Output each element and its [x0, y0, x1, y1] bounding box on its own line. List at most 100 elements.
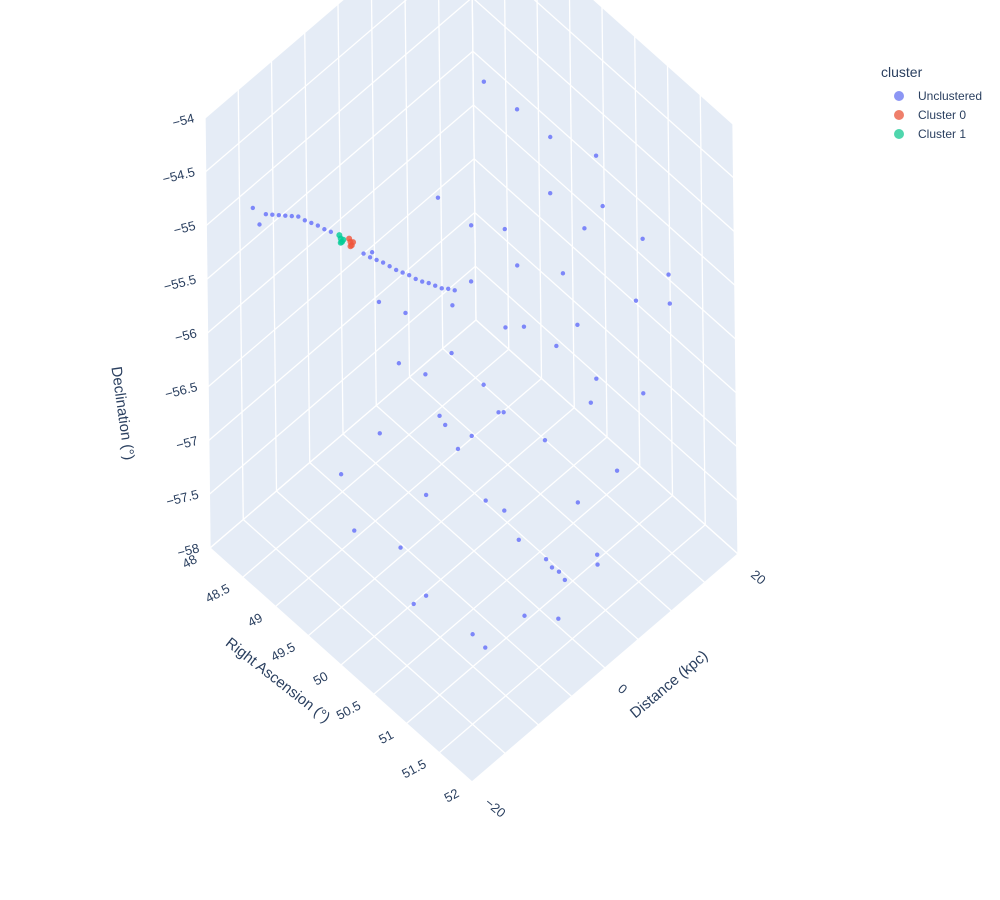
data-point[interactable] [468, 279, 474, 284]
data-point[interactable] [514, 107, 520, 112]
data-point[interactable] [522, 613, 527, 618]
data-point[interactable] [309, 220, 314, 226]
data-point[interactable] [338, 472, 344, 477]
data-point[interactable] [470, 632, 475, 637]
data-point[interactable] [352, 528, 357, 533]
data-point[interactable] [296, 214, 301, 219]
data-point[interactable] [398, 545, 403, 550]
data-point[interactable] [380, 260, 386, 265]
data-point[interactable] [452, 288, 457, 293]
data-point[interactable] [276, 212, 282, 218]
data-point[interactable] [377, 431, 382, 436]
data-point[interactable] [361, 251, 366, 256]
data-point[interactable] [289, 213, 295, 219]
data-point[interactable] [250, 205, 256, 211]
data-point[interactable] [468, 223, 474, 228]
data-point[interactable] [435, 195, 441, 200]
data-point[interactable] [481, 382, 486, 387]
data-point[interactable] [556, 569, 562, 574]
series-0[interactable] [250, 79, 672, 650]
data-point[interactable] [302, 218, 308, 223]
data-point[interactable] [481, 79, 487, 84]
data-point[interactable] [593, 153, 599, 158]
data-point[interactable] [640, 236, 645, 241]
data-point[interactable] [449, 350, 454, 356]
data-point[interactable] [595, 562, 600, 567]
data-point[interactable] [374, 257, 379, 263]
data-point[interactable] [367, 255, 373, 260]
data-point[interactable] [483, 498, 488, 503]
data-point[interactable] [501, 410, 506, 415]
data-point[interactable] [337, 239, 344, 246]
series-2[interactable] [336, 232, 347, 246]
data-point[interactable] [562, 577, 568, 583]
data-point[interactable] [433, 283, 438, 288]
data-point[interactable] [283, 213, 288, 218]
data-point[interactable] [666, 272, 671, 277]
data-point[interactable] [400, 270, 405, 275]
data-point[interactable] [575, 322, 580, 328]
data-point[interactable] [426, 280, 431, 286]
data-point[interactable] [548, 190, 553, 196]
data-point[interactable] [614, 468, 620, 473]
data-point[interactable] [554, 343, 559, 349]
data-point[interactable] [376, 299, 382, 305]
series-1[interactable] [346, 235, 357, 250]
legend-item-0[interactable]: Unclustered [872, 86, 982, 105]
data-point[interactable] [516, 537, 521, 542]
data-point[interactable] [328, 229, 334, 235]
data-point[interactable] [543, 557, 549, 562]
data-point[interactable] [502, 226, 507, 232]
legend-item-2[interactable]: Cluster 1 [872, 124, 982, 143]
data-point[interactable] [411, 601, 416, 607]
data-points[interactable] [250, 79, 672, 650]
data-point[interactable] [469, 433, 474, 439]
data-point[interactable] [346, 235, 353, 242]
data-point[interactable] [450, 303, 455, 308]
data-point[interactable] [496, 410, 501, 415]
data-point[interactable] [641, 391, 646, 396]
data-point[interactable] [503, 325, 508, 330]
data-point[interactable] [406, 273, 412, 278]
data-point[interactable] [270, 212, 275, 217]
data-point[interactable] [336, 232, 343, 239]
data-point[interactable] [502, 508, 507, 513]
data-point[interactable] [393, 267, 399, 273]
data-point[interactable] [420, 279, 425, 284]
data-point[interactable] [483, 645, 488, 650]
data-point[interactable] [667, 301, 672, 306]
data-point[interactable] [403, 310, 408, 316]
data-point[interactable] [396, 361, 402, 366]
data-point[interactable] [263, 212, 269, 217]
data-point[interactable] [595, 552, 600, 557]
data-point[interactable] [423, 492, 429, 498]
data-point[interactable] [322, 227, 327, 232]
data-point[interactable] [594, 376, 599, 381]
data-point[interactable] [560, 271, 566, 276]
data-point[interactable] [369, 250, 375, 255]
data-point[interactable] [542, 437, 548, 443]
data-point[interactable] [582, 226, 587, 231]
data-point[interactable] [446, 286, 451, 291]
data-point[interactable] [515, 263, 520, 268]
data-point[interactable] [423, 372, 428, 377]
data-point[interactable] [315, 223, 321, 228]
data-point[interactable] [455, 446, 461, 452]
data-point[interactable] [548, 134, 553, 140]
data-point[interactable] [575, 500, 581, 505]
data-point[interactable] [413, 276, 418, 282]
data-point[interactable] [633, 298, 639, 303]
data-point[interactable] [443, 422, 448, 428]
data-point[interactable] [521, 324, 527, 329]
data-point[interactable] [439, 286, 444, 291]
legend-item-1[interactable]: Cluster 0 [872, 105, 982, 124]
data-point[interactable] [556, 616, 561, 621]
data-point[interactable] [423, 593, 429, 598]
data-point[interactable] [437, 413, 442, 419]
data-point[interactable] [549, 565, 555, 570]
data-point[interactable] [257, 222, 262, 227]
data-point[interactable] [588, 400, 594, 405]
data-point[interactable] [600, 203, 605, 209]
data-point[interactable] [347, 243, 354, 250]
